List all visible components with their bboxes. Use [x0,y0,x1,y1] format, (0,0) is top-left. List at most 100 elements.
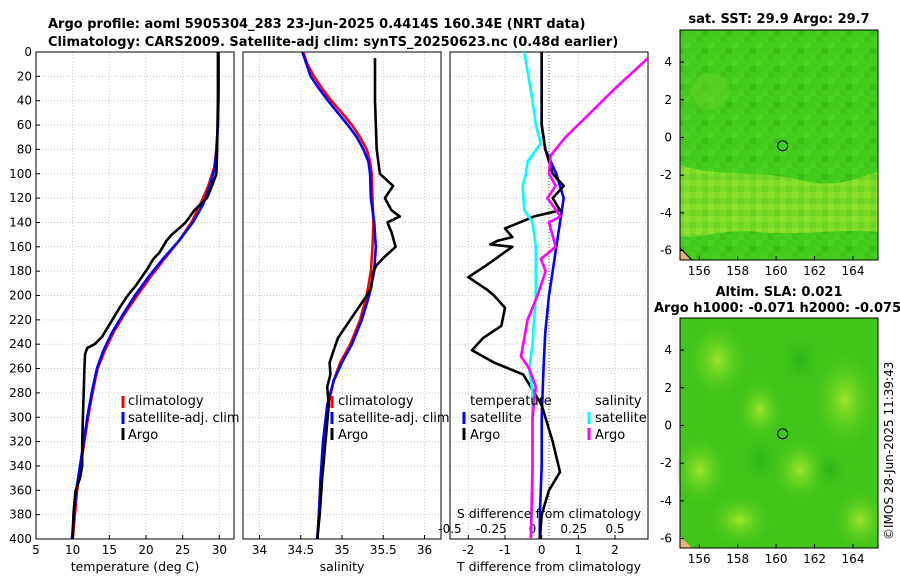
y-tick-label: 300 [9,410,32,424]
x-tick-label: 15 [102,543,117,557]
sla-map: Altim. SLA: 0.021 Argo h1000: -0.071 h20… [654,285,900,566]
y-tick-label: 160 [9,240,32,254]
map-y-tick-label: 4 [664,343,672,357]
y-tick-label: 360 [9,483,32,497]
sst-argo-marker [777,140,789,152]
map-y-tick-label: 0 [664,130,672,144]
map-y-tick-label: 2 [664,381,672,395]
legend-salinity-header: salinity [595,394,642,409]
series-line-argo [316,58,402,539]
series-line-s-argo [519,57,648,539]
x-tick-label: 5 [32,543,40,557]
sla-argo-heights: Argo h1000: -0.071 h2000: -0.075 [654,301,900,316]
x-tick-label: 30 [212,543,227,557]
difference-panel: -2 -1 0 1 2 -0.5 -0.25 0 0.25 0.5 T difference f… [438,51,649,574]
map-y-tick-label: -4 [660,494,672,508]
salinity-xlabel: salinity [320,559,365,574]
legend-temperature-header: temperature [470,394,552,409]
t-diff-xlabel: T difference from climatology [456,559,642,574]
map-x-tick-label: 158 [726,552,749,566]
legend-argo-s: Argo [338,428,368,443]
map-x-tick-label: 162 [803,552,826,566]
y-tick-label: 120 [9,191,32,205]
x-tick-label: 0 [538,543,546,557]
y-tick-label: 0 [24,45,32,59]
y-tick-label: 380 [9,508,32,522]
y-tick-label: 280 [9,386,32,400]
map-y-tick-label: 4 [664,55,672,69]
map-x-tick-label: 160 [765,264,788,278]
s-diff-tick-label: -0.5 [438,522,461,536]
map-y-tick-label: -6 [660,532,672,546]
map-y-tick-label: -2 [660,168,672,182]
legend-climatology-s: climatology [338,394,414,409]
s-diff-tick-label: 0.25 [560,522,587,536]
y-tick-label: 400 [9,532,32,546]
x-tick-label: 35.5 [370,543,397,557]
title-line-1: Argo profile: aoml 5905304_283 23-Jun-20… [48,17,585,32]
sla-argo-marker [777,428,789,440]
map-y-tick-label: -2 [660,456,672,470]
s-diff-tick-label: -0.25 [476,522,507,536]
legend-satellite-adj: satellite-adj. clim [128,411,240,426]
map-y-tick-label: 0 [664,418,672,432]
map-y-tick-label: -6 [660,244,672,258]
map-x-tick-label: 164 [842,552,865,566]
x-tick-label: 1 [575,543,583,557]
sst-warm-band [680,165,878,237]
salinity-legend: climatology satellite-adj. clim Argo [330,394,450,443]
map-x-tick-label: 160 [765,552,788,566]
x-tick-label: 25 [175,543,190,557]
y-tick-label: 60 [17,118,32,132]
legend-argo: Argo [128,428,158,443]
temperature-legend: climatology satellite-adj. clim Argo [121,394,240,443]
legend-t-satellite: satellite [470,411,522,426]
y-tick-label: 20 [17,69,32,83]
legend-s-satellite: satellite [595,411,647,426]
series-line-climatology [301,52,375,539]
x-tick-label: 20 [138,543,153,557]
x-tick-label: 10 [65,543,80,557]
x-tick-label: -1 [499,543,511,557]
series-line-satellite-adj-clim [301,52,378,539]
title-line-2: Climatology: CARS2009. Satellite-adj cli… [48,35,618,50]
timestamp: ©IMOS 28-Jun-2025 11:39:43 [882,362,896,540]
map-x-tick-label: 162 [803,264,826,278]
x-tick-label: 34.5 [287,543,314,557]
sst-map: sat. SST: 29.9 Argo: 29.7 156 158 160 162 16… [660,12,879,278]
series-line-argo [71,52,220,539]
y-tick-label: 220 [9,313,32,327]
y-tick-label: 320 [9,435,32,449]
x-tick-label: 36 [417,543,432,557]
map-y-tick-label: 2 [664,93,672,107]
map-x-tick-label: 158 [726,264,749,278]
legend-climatology: climatology [128,394,204,409]
map-x-tick-label: 156 [688,264,711,278]
y-tick-label: 340 [9,459,32,473]
difference-legend: temperature satellite Argo salinity sate… [462,394,647,443]
map-x-tick-label: 164 [842,264,865,278]
y-tick-label: 40 [17,94,32,108]
map-x-tick-label: 156 [688,552,711,566]
y-tick-label: 260 [9,362,32,376]
salinity-panel: 34 34.5 35 35.5 36 salinity climatology sate… [242,51,450,574]
x-tick-label: -2 [462,543,474,557]
temperature-panel: 0 20 40 60 80 100 120 140 160 180 200 220 240 260 280 3… [9,45,240,574]
x-tick-label: 34 [252,543,267,557]
sst-title: sat. SST: 29.9 Argo: 29.7 [688,12,869,27]
legend-t-argo: Argo [470,428,500,443]
legend-satellite-adj-s: satellite-adj. clim [338,411,450,426]
y-tick-label: 180 [9,264,32,278]
map-y-tick-label: -4 [660,206,672,220]
s-diff-xlabel: S difference from climatology [457,506,642,521]
sla-title: Altim. SLA: 0.021 [716,285,843,300]
x-tick-label: 35 [334,543,349,557]
s-diff-tick-label: 0.5 [605,522,624,536]
y-tick-label: 100 [9,167,32,181]
temperature-xlabel: temperature (deg C) [71,559,200,574]
x-tick-label: 2 [611,543,619,557]
y-tick-label: 240 [9,337,32,351]
y-tick-label: 80 [17,142,32,156]
y-tick-label: 200 [9,289,32,303]
